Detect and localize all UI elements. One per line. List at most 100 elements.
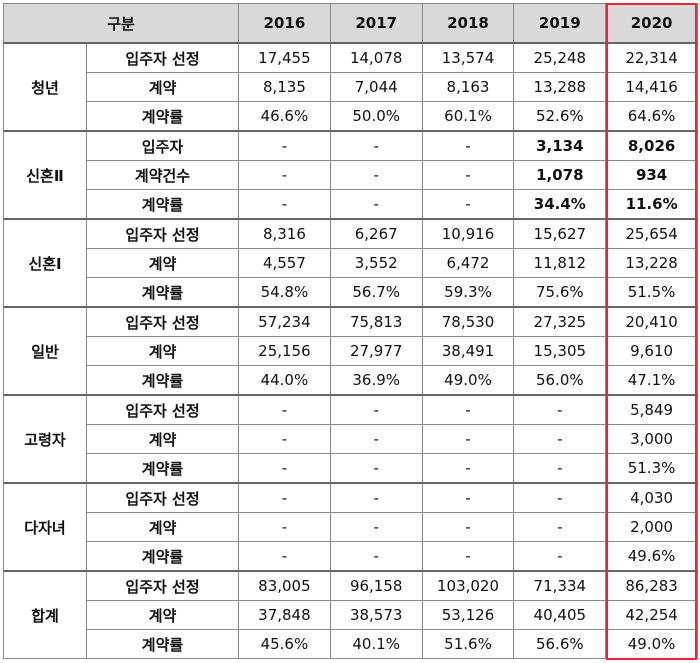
cell-value: -: [421, 453, 515, 484]
cell-value: 14,416: [605, 72, 698, 102]
cell-value: 934: [605, 160, 698, 190]
row-label: 계약: [85, 424, 240, 454]
cell-value: -: [329, 394, 423, 425]
cell-value: -: [513, 424, 607, 454]
row-label: 계약: [85, 600, 240, 630]
cell-value: 25,654: [605, 218, 698, 249]
cell-value: 5,849: [605, 394, 698, 425]
cell-value: 37,848: [238, 600, 331, 630]
cell-value: -: [329, 189, 423, 220]
cell-value: 71,334: [513, 570, 607, 601]
cell-value: 46.6%: [238, 101, 331, 132]
table-row: 계약률 46.6% 50.0% 60.1% 52.6% 64.6%: [4, 101, 698, 132]
cell-value: 27,325: [513, 306, 607, 337]
cell-value: -: [238, 512, 331, 542]
cell-value: 3,134: [513, 130, 607, 161]
group-label: 일반: [3, 306, 87, 396]
table-row: 계약 - - - -2,000: [4, 512, 698, 542]
row-label: 계약률: [85, 453, 240, 484]
cell-value: 27,977: [329, 336, 423, 366]
cell-value: 22,314: [605, 42, 698, 73]
cell-value: 13,288: [513, 72, 607, 102]
cell-value: 20,410: [605, 306, 698, 337]
cell-value: -: [421, 482, 515, 513]
cell-value: 64.6%: [605, 101, 698, 132]
cell-value: 36.9%: [329, 365, 423, 396]
row-label: 계약건수: [85, 160, 240, 190]
cell-value: 60.1%: [421, 101, 515, 132]
cell-value: 51.5%: [605, 277, 698, 308]
cell-value: 49.6%: [605, 541, 698, 572]
group-label: 신혼Ⅱ: [3, 130, 87, 220]
cell-value: 78,530: [421, 306, 515, 337]
table-row: 계약 37,848 38,573 53,126 40,405 42,254: [4, 600, 698, 630]
table-row: 계약 - - - -3,000: [4, 424, 698, 454]
cell-value: 40.1%: [329, 629, 423, 659]
row-label: 계약률: [85, 277, 240, 308]
cell-value: -: [513, 482, 607, 513]
table-row: 신혼Ⅰ 입주자 선정 8,316 6,267 10,916 15,627 25,654: [3, 218, 698, 308]
cell-value: 50.0%: [329, 101, 423, 132]
cell-value: 42,254: [605, 600, 698, 630]
cell-value: 45.6%: [238, 629, 331, 659]
cell-value: -: [238, 453, 331, 484]
cell-value: 13,574: [421, 42, 515, 73]
group-label: 신혼Ⅰ: [3, 218, 87, 308]
table-row: 일반 입주자 선정 57,234 75,813 78,530 27,325 20,410: [3, 306, 698, 396]
row-label: 입주자 선정: [85, 570, 240, 601]
table-row: 신혼Ⅱ 입주자 - - -3,134 8,026: [3, 130, 698, 220]
cell-value: 54.8%: [238, 277, 331, 308]
row-label: 입주자 선정: [85, 394, 240, 425]
cell-value: 1,078: [513, 160, 607, 190]
group-label: 청년: [3, 42, 87, 132]
row-label: 계약률: [85, 541, 240, 572]
header-year-2019: 2019: [513, 3, 607, 44]
header-year-2016: 2016: [238, 3, 331, 44]
table-row: 계약률 44.0% 36.9% 49.0% 56.0% 47.1%: [4, 365, 698, 396]
cell-value: 15,627: [513, 218, 607, 249]
row-label: 입주자 선정: [85, 218, 240, 249]
cell-value: 38,573: [329, 600, 423, 630]
cell-value: -: [513, 541, 607, 572]
cell-value: -: [329, 482, 423, 513]
cell-value: 6,267: [329, 218, 423, 249]
cell-value: 56.6%: [513, 629, 607, 659]
cell-value: 59.3%: [421, 277, 515, 308]
cell-value: -: [421, 541, 515, 572]
cell-value: 75.6%: [513, 277, 607, 308]
table-row: 계약 4,557 3,552 6,472 11,812 13,228: [4, 248, 698, 278]
cell-value: -: [513, 394, 607, 425]
row-label: 계약: [85, 248, 240, 278]
cell-value: 51.3%: [605, 453, 698, 484]
cell-value: -: [238, 130, 331, 161]
row-label: 계약: [85, 336, 240, 366]
table-container: 구분 2016 2017 2018 2019 2020 청년 입주자 선정 17,4…: [2, 3, 698, 660]
cell-value: -: [329, 160, 423, 190]
cell-value: 3,552: [329, 248, 423, 278]
table-row: 계약건수 - - -1,078 934: [4, 160, 698, 190]
cell-value: 4,030: [605, 482, 698, 513]
cell-value: 34.4%: [513, 189, 607, 220]
row-label: 계약률: [85, 189, 240, 220]
cell-value: 75,813: [329, 306, 423, 337]
table-row: 계약률 - - - -51.3%: [4, 453, 698, 484]
group-label: 고령자: [3, 394, 87, 484]
cell-value: 15,305: [513, 336, 607, 366]
table-row: 합계 입주자 선정 83,005 96,158 103,020 71,334 86,283: [3, 570, 698, 659]
row-label: 계약: [85, 512, 240, 542]
cell-value: 96,158: [329, 570, 423, 601]
header-category: 구분: [2, 3, 240, 44]
table-row: 계약률 54.8% 56.7% 59.3% 75.6% 51.5%: [4, 277, 698, 308]
row-label: 입주자 선정: [85, 42, 240, 73]
row-label: 입주자 선정: [85, 306, 240, 337]
cell-value: -: [329, 424, 423, 454]
cell-value: -: [329, 541, 423, 572]
row-label: 계약률: [85, 101, 240, 132]
cell-value: 7,044: [329, 72, 423, 102]
cell-value: 40,405: [513, 600, 607, 630]
cell-value: 8,026: [605, 130, 698, 161]
cell-value: -: [329, 453, 423, 484]
cell-value: 8,135: [238, 72, 331, 102]
cell-value: -: [329, 130, 423, 161]
cell-value: 83,005: [238, 570, 331, 601]
